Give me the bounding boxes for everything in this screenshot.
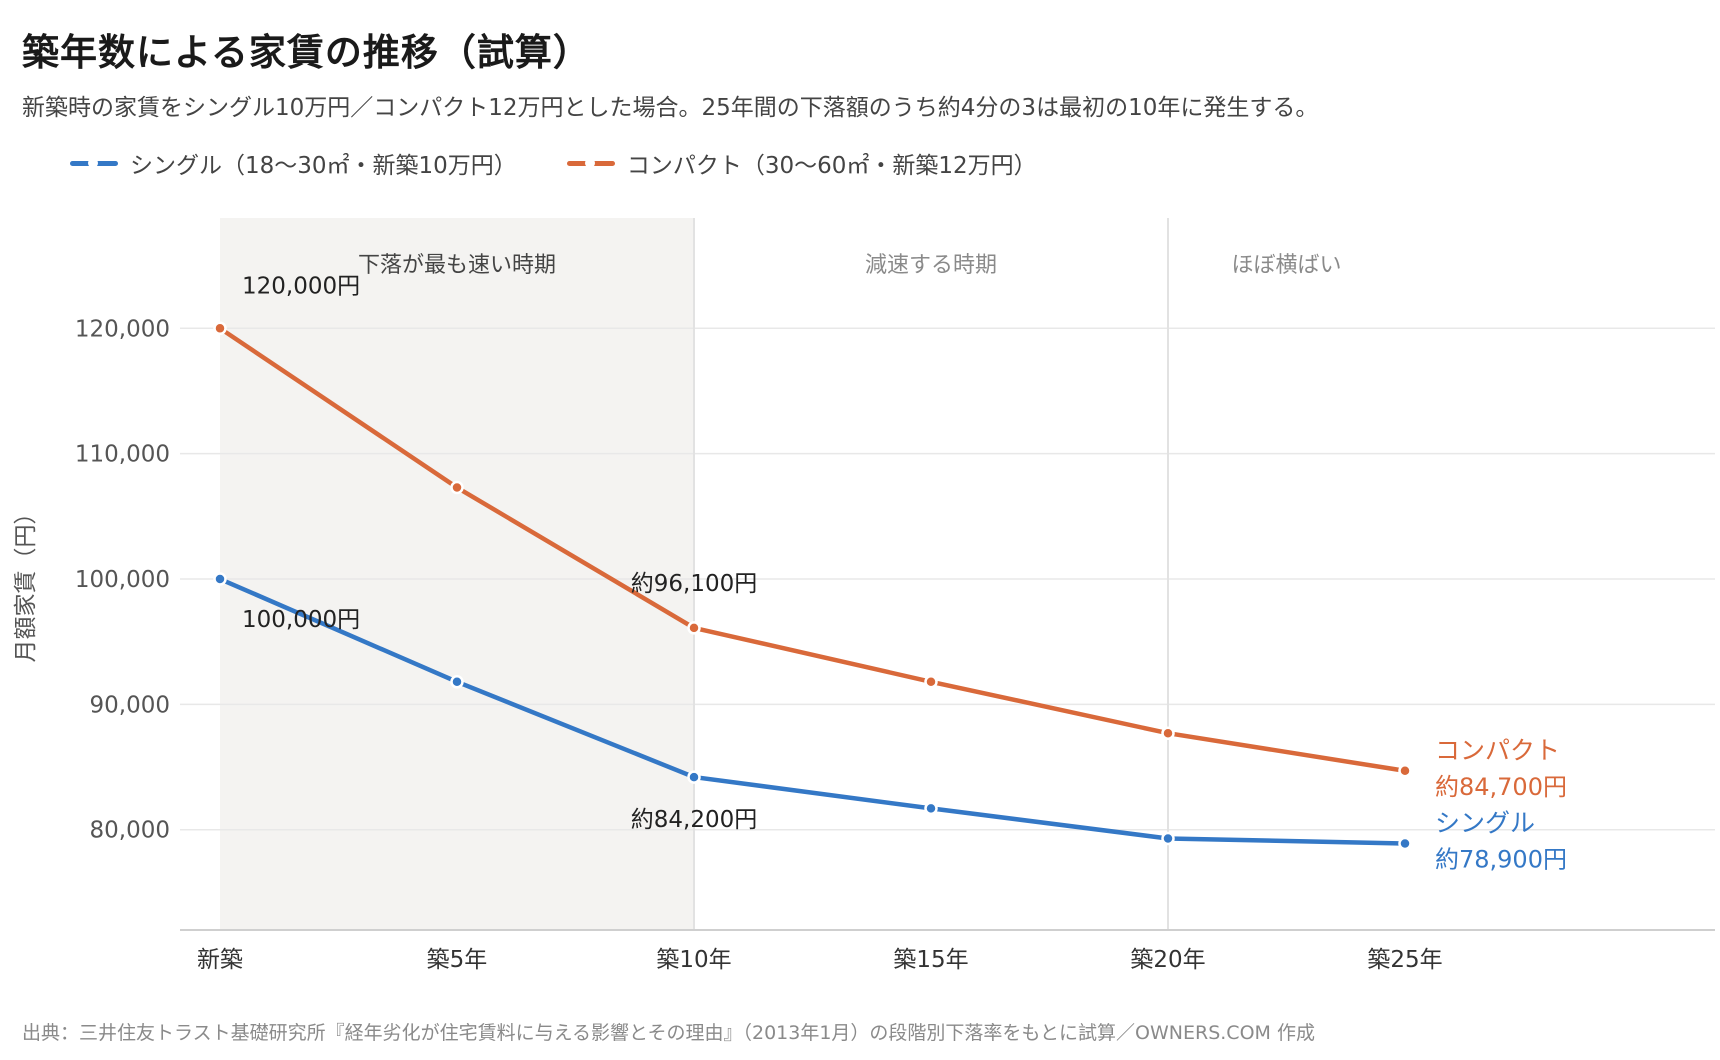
legend-item-compact: コンパクト（30〜60㎡・新築12万円） [566, 146, 1037, 180]
phase-label-0: 下落が最も速い時期 [358, 253, 556, 278]
x-tick-label-4: 築20年 [1130, 947, 1205, 973]
data-label-single-10: 約84,200円 [631, 807, 757, 833]
data-point-compact-3 [924, 675, 938, 689]
end-label-name-single: シングル [1435, 809, 1535, 838]
y-tick-label-0: 80,000 [90, 818, 170, 844]
legend-item-single: シングル（18〜30㎡・新築10万円） [70, 146, 517, 180]
data-label-compact-0: 120,000円 [242, 273, 360, 299]
chart-title: 築年数による家賃の推移（試算） [22, 31, 591, 74]
series-line-single [217, 576, 1408, 846]
data-point-single-1 [450, 675, 464, 689]
x-tick-label-3: 築15年 [893, 947, 968, 973]
legend: シングル（18〜30㎡・新築10万円） コンパクト（30〜60㎡・新築12万円） [70, 146, 1087, 180]
y-tick-label-4: 120,000 [75, 316, 170, 342]
y-axis-label: 月額家賃（円） [13, 502, 39, 663]
data-point-single-0 [213, 572, 227, 586]
data-label-compact-10: 約96,100円 [631, 571, 757, 597]
legend-swatch-compact [566, 158, 615, 168]
data-label-single-0: 100,000円 [242, 607, 360, 633]
end-label-value-compact: 約84,700円 [1435, 773, 1567, 801]
data-point-single-5 [1398, 836, 1412, 851]
end-label-value-single: 約78,900円 [1435, 846, 1567, 874]
legend-swatch-single [70, 158, 118, 168]
x-tick-label-0: 新築 [197, 947, 243, 973]
legend-label-compact: コンパクト（30〜60㎡・新築12万円） [626, 153, 1037, 179]
data-point-single-4 [1161, 831, 1175, 846]
y-tick-label-2: 100,000 [75, 567, 170, 593]
phase-label-2: ほぼ横ばい [1231, 253, 1341, 278]
source-note: 出典：三井住友トラスト基礎研究所『経年劣化が住宅賃料に与える影響とその理由』（2… [22, 1022, 1315, 1044]
data-point-single-3 [924, 801, 938, 816]
x-tick-label-1: 築5年 [427, 947, 488, 973]
data-point-single-2 [687, 770, 701, 784]
chart-subtitle: 新築時の家賃をシングル10万円／コンパクト12万円とした場合。25年間の下落額の… [22, 95, 1319, 121]
y-tick-label-3: 110,000 [75, 442, 170, 468]
x-tick-label-2: 築10年 [656, 947, 731, 973]
data-point-compact-0 [213, 321, 227, 336]
legend-label-single: シングル（18〜30㎡・新築10万円） [130, 153, 517, 179]
data-point-compact-5 [1398, 764, 1412, 778]
phase-label-1: 減速する時期 [865, 253, 997, 278]
end-label-name-compact: コンパクト [1435, 736, 1560, 765]
x-tick-label-5: 築25年 [1367, 947, 1442, 973]
data-point-compact-1 [450, 480, 464, 495]
phase-band-0 [220, 218, 694, 930]
y-tick-label-1: 90,000 [90, 692, 170, 718]
data-point-compact-2 [687, 621, 701, 635]
series-line-compact [217, 326, 1408, 774]
data-point-compact-4 [1161, 726, 1175, 740]
